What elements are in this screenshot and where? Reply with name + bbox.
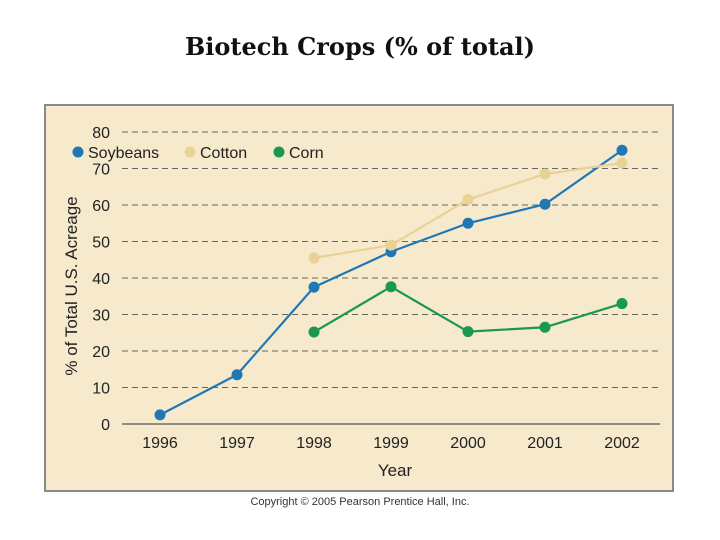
y-tick-label: 80 (92, 125, 110, 142)
line-chart: 0 10 20 30 40 50 60 70 80 1996 1997 1998 1999 2000 200… (62, 125, 660, 480)
legend-label: Cotton (200, 145, 247, 162)
data-point-corn (385, 281, 397, 293)
x-tick-label: 1999 (373, 435, 409, 452)
data-point-soybeans (462, 217, 474, 229)
y-tick-label: 50 (92, 235, 110, 252)
x-tick-label: 1998 (296, 435, 332, 452)
data-point-cotton (462, 194, 474, 206)
data-point-cotton (308, 252, 320, 264)
data-point-soybeans (154, 409, 166, 421)
legend-marker-soybeans (72, 146, 84, 158)
x-axis-title: Year (378, 461, 413, 480)
x-tick-label: 1996 (142, 435, 178, 452)
y-tick-label: 60 (92, 198, 110, 215)
legend-marker-cotton (184, 146, 196, 158)
series-line-corn (313, 285, 623, 333)
y-tick-label: 70 (92, 162, 110, 179)
y-axis-title: % of Total U.S. Acreage (62, 196, 81, 375)
y-tick-label: 20 (92, 344, 110, 361)
data-point-cotton (616, 157, 628, 169)
y-tick-label: 30 (92, 308, 110, 325)
series-line-cotton (313, 161, 623, 260)
legend-label: Soybeans (88, 145, 159, 162)
chart-panel: 0 10 20 30 40 50 60 70 80 1996 1997 1998 1999 2000 200… (44, 104, 674, 492)
x-tick-label: 2001 (527, 435, 563, 452)
x-tick-label: 2000 (450, 435, 486, 452)
data-point-cotton (539, 168, 551, 180)
copyright-notice: Copyright © 2005 Pearson Prentice Hall, … (250, 496, 470, 508)
data-point-soybeans (616, 144, 628, 156)
legend-marker-corn (273, 146, 285, 158)
x-tick-label: 2002 (604, 435, 640, 452)
y-tick-label: 0 (101, 417, 110, 434)
data-point-cotton (385, 239, 397, 251)
data-point-soybeans (539, 198, 551, 210)
data-point-corn (308, 326, 320, 338)
data-point-corn (616, 298, 628, 310)
slide-title: Biotech Crops (% of total) (185, 32, 535, 61)
y-tick-label: 10 (92, 381, 110, 398)
data-point-soybeans (231, 369, 243, 381)
x-tick-label: 1997 (219, 435, 255, 452)
y-tick-label: 40 (92, 271, 110, 288)
data-point-soybeans (308, 281, 320, 293)
legend-label: Corn (289, 145, 324, 162)
data-point-corn (539, 321, 551, 333)
data-point-corn (462, 326, 474, 338)
